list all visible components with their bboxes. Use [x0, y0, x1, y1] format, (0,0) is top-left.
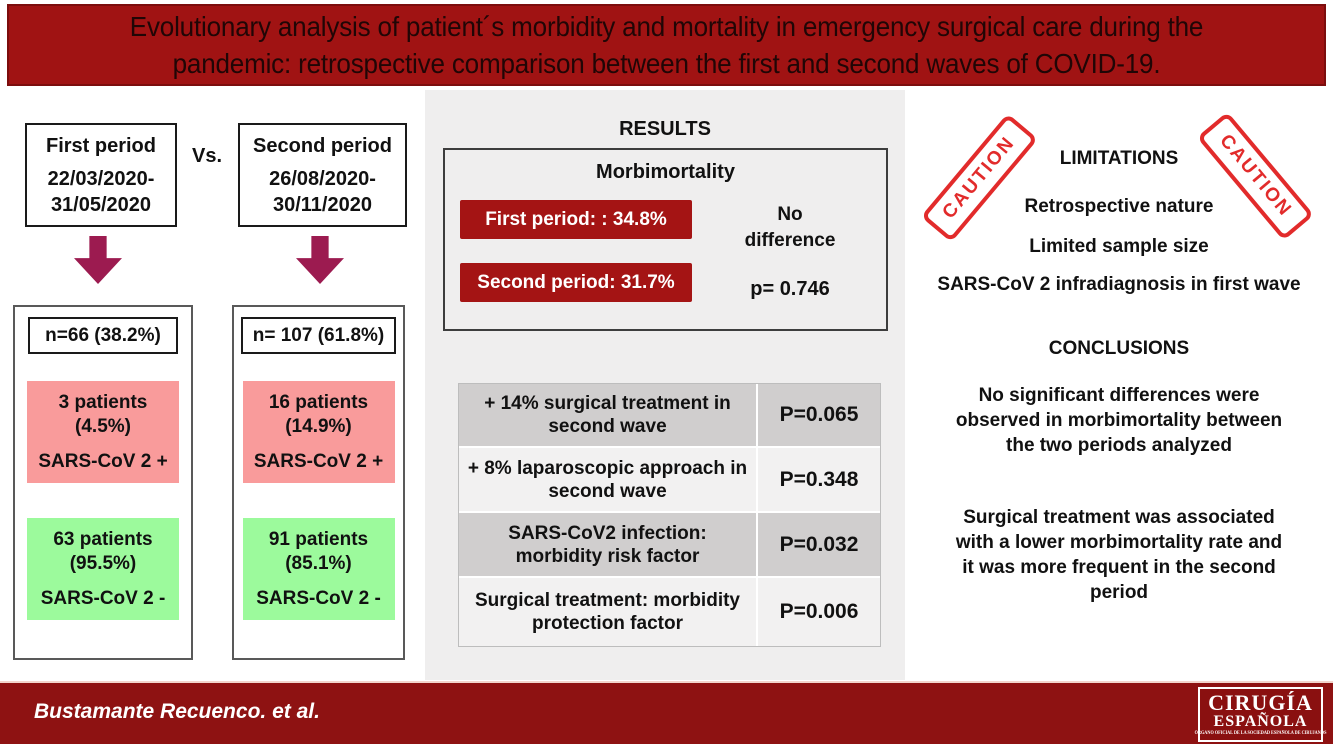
page-title: Evolutionary analysis of patient´s morbi…: [129, 11, 1204, 79]
down-arrow-icon: [74, 236, 122, 284]
patients-percent: (4.5%): [75, 415, 131, 437]
title-banner: Evolutionary analysis of patient´s morbi…: [7, 4, 1326, 86]
second-period-morbimortality-value: Second period: 31.7%: [460, 263, 692, 302]
conclusion-paragraph: No significant differences were observed…: [955, 385, 1283, 456]
findings-table: + 14% surgical treatment in second wave …: [458, 383, 881, 647]
first-period-n-label: n=66 (38.2%): [28, 317, 178, 354]
second-period-sars-positive-box: 16 patients (14.9%) SARS-CoV 2 +: [242, 381, 395, 483]
limitation-item: Retrospective nature: [1024, 196, 1214, 217]
conclusions-heading: CONCLUSIONS: [1048, 338, 1190, 359]
first-period-sars-positive-box: 3 patients (4.5%) SARS-CoV 2 +: [27, 381, 179, 483]
patients-percent: (85.1%): [285, 552, 352, 574]
vs-label: Vs.: [191, 145, 223, 167]
morbimortality-title: Morbimortality: [596, 161, 735, 183]
table-row-p-value: P=0.032: [758, 513, 880, 576]
limitations-conclusions-column: LIMITATIONS Retrospective nature Limited…: [905, 90, 1333, 680]
logo-tagline: ÓRGANO OFICIAL DE LA SOCIEDAD ESPAÑOLA D…: [1194, 731, 1327, 736]
table-row-finding: SARS-CoV2 infection: morbidity risk fact…: [459, 513, 756, 576]
first-period-morbimortality-value: First period: : 34.8%: [460, 200, 692, 239]
no-difference-label: No difference: [700, 202, 880, 254]
first-period-dates: 22/03/2020- 31/05/2020: [48, 166, 155, 218]
patients-percent: (14.9%): [285, 415, 352, 437]
first-period-cohort-box: n=66 (38.2%) 3 patients (4.5%) SARS-CoV …: [13, 305, 193, 660]
second-period-cohort-box: n= 107 (61.8%) 16 patients (14.9%) SARS-…: [232, 305, 405, 660]
no-difference-line1: No: [777, 204, 803, 225]
cirugia-espanola-logo: CIRUGÍA ESPAÑOLA ÓRGANO OFICIAL DE LA SO…: [1195, 687, 1326, 742]
table-row-p-value: P=0.006: [758, 578, 880, 646]
sars-status-label: SARS-CoV 2 +: [253, 450, 384, 472]
second-period-title: Second period: [253, 135, 392, 157]
conclusion-paragraph: Surgical treatment was associated with a…: [955, 507, 1283, 603]
second-period-dates: 26/08/2020- 30/11/2020: [269, 166, 376, 218]
sars-status-label: SARS-CoV 2 -: [40, 587, 166, 609]
patients-count: 63 patients: [53, 528, 153, 550]
patients-count: 16 patients: [268, 391, 369, 413]
logo-line1: CIRUGÍA: [1208, 690, 1313, 715]
authors-label: Bustamante Recuenco. et al.: [34, 700, 320, 723]
limitation-item: SARS-CoV 2 infradiagnosis in first wave: [937, 274, 1301, 295]
limitation-item: Limited sample size: [1029, 236, 1209, 257]
footer-bar: Bustamante Recuenco. et al. CIRUGÍA ESPA…: [0, 681, 1333, 744]
morbimortality-p-value: p= 0.746: [750, 278, 830, 300]
patients-count: 91 patients: [268, 528, 369, 550]
finding-text: + 14% surgical treatment in second wave: [484, 393, 731, 437]
sars-status-label: SARS-CoV 2 +: [38, 450, 168, 472]
table-row-finding: + 8% laparoscopic approach in second wav…: [459, 448, 756, 511]
second-period-date-end: 30/11/2020: [272, 194, 372, 216]
table-row-p-value: P=0.065: [758, 384, 880, 446]
patients-percent: (95.5%): [69, 552, 137, 574]
first-period-title: First period: [45, 135, 156, 157]
limitations-heading: LIMITATIONS: [1059, 148, 1179, 169]
second-period-n-label: n= 107 (61.8%): [241, 317, 396, 354]
results-heading: RESULTS: [619, 118, 711, 140]
logo-line2: ESPAÑOLA: [1213, 713, 1308, 730]
first-period-sars-negative-box: 63 patients (95.5%) SARS-CoV 2 -: [27, 518, 179, 620]
first-period-box: First period 22/03/2020- 31/05/2020: [25, 123, 177, 227]
second-period-sars-negative-box: 91 patients (85.1%) SARS-CoV 2 -: [242, 518, 395, 620]
finding-text: + 8% laparoscopic approach in second wav…: [467, 457, 748, 502]
finding-text: SARS-CoV2 infection: morbidity risk fact…: [508, 522, 707, 567]
first-period-date-start: 22/03/2020-: [47, 168, 155, 190]
patients-count: 3 patients: [58, 391, 148, 413]
down-arrow-icon: [296, 236, 344, 284]
second-period-date-start: 26/08/2020-: [269, 168, 376, 190]
first-period-date-end: 31/05/2020: [50, 194, 152, 216]
table-row-finding: Surgical treatment: morbidity protection…: [459, 578, 756, 646]
second-period-box: Second period 26/08/2020- 30/11/2020: [238, 123, 407, 227]
table-row-finding: + 14% surgical treatment in second wave: [459, 384, 756, 446]
no-difference-line2: difference: [744, 230, 836, 251]
finding-text: Surgical treatment: morbidity protection…: [475, 590, 740, 634]
table-row-p-value: P=0.348: [758, 448, 880, 511]
morbimortality-box: Morbimortality First period: : 34.8% Sec…: [443, 148, 888, 331]
sars-status-label: SARS-CoV 2 -: [256, 587, 381, 609]
